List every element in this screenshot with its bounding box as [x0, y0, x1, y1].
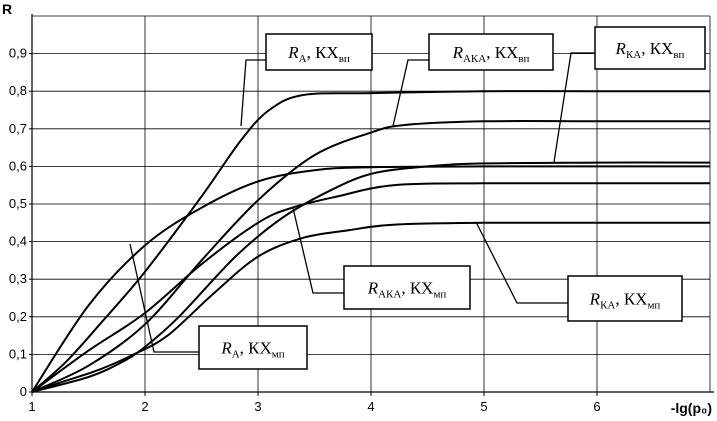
legend-callout-1: RАКА, КХвп: [392, 33, 554, 127]
x-tick-label: 6: [593, 399, 600, 414]
x-tick-label: 1: [28, 399, 35, 414]
y-tick-label: 0: [20, 384, 27, 399]
axes: [29, 14, 714, 396]
tick-labels: 0 0,1 0,2 0,3 0,4 0,5 0,6 0,7 0,8 0,9 1 2 3 4 5 6: [9, 46, 601, 414]
legend-callout-4: RАКА, КХмп: [292, 207, 471, 310]
callout-box: [198, 325, 308, 370]
callout-leader-line: [392, 59, 429, 127]
series-line-3: [31, 165, 710, 393]
callout-leader-line: [292, 207, 344, 294]
legend-label: RА, КХмп: [220, 339, 284, 361]
y-tick-label: 0,7: [9, 121, 27, 136]
legend-label: RА, КХвп: [287, 43, 350, 65]
legend-label: RКА, КХвп: [615, 39, 685, 61]
series-line-5: [31, 221, 710, 393]
callout-leader-line: [475, 221, 568, 304]
y-axis-label: R: [2, 1, 12, 17]
series-line-0: [31, 90, 710, 393]
callout-leader-line: [129, 243, 199, 353]
legend-callout-3: RА, КХмп: [129, 243, 308, 370]
callout-box: [428, 33, 554, 71]
y-tick-label: 0,4: [9, 234, 27, 249]
x-tick-label: 4: [367, 399, 374, 414]
y-tick-label: 0,9: [9, 46, 27, 61]
legend-callout-0: RА, КХвп: [240, 33, 373, 127]
series-line-1: [31, 120, 710, 393]
x-tick-label: 2: [141, 399, 148, 414]
y-tick-label: 0,1: [9, 346, 27, 361]
y-tick-label: 0,6: [9, 158, 27, 173]
y-tick-label: 0,2: [9, 309, 27, 324]
callout-leader-line: [553, 52, 595, 163]
legend-label: RКА, КХмп: [589, 290, 661, 312]
x-axis-label: -lg(p₀): [671, 400, 712, 416]
callout-leader-line: [240, 59, 266, 127]
callout-box: [265, 33, 373, 71]
legend-callout-5: RКА, КХмп: [475, 221, 683, 322]
x-tick-label: 5: [480, 399, 487, 414]
series-line-2: [31, 161, 711, 393]
series-line-4: [31, 182, 710, 393]
y-tick-label: 0,8: [9, 83, 27, 98]
x-tick-label: 3: [254, 399, 261, 414]
y-tick-label: 0,3: [9, 271, 27, 286]
callout-box: [594, 26, 706, 70]
series-layer: [31, 90, 711, 393]
grid: [32, 15, 711, 392]
y-tick-label: 0,5: [9, 196, 27, 211]
legend-label: RАКА, КХмп: [367, 279, 447, 301]
legend-callout-2: RКА, КХвп: [553, 26, 706, 163]
callout-box: [567, 275, 683, 322]
callout-box: [343, 265, 471, 310]
legend-label: RАКА, КХвп: [452, 43, 530, 65]
legend-callouts: RА, КХвп RАКА, КХвп RКА, КХвп RА, КХмп RАКА,…: [129, 26, 706, 370]
